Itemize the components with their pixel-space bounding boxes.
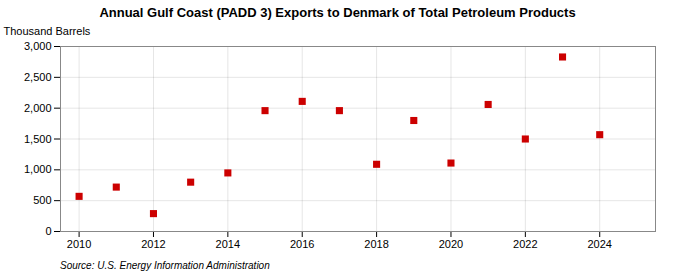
svg-text:Thousand Barrels: Thousand Barrels — [4, 25, 91, 37]
svg-text:2016: 2016 — [290, 238, 314, 250]
svg-text:2012: 2012 — [141, 238, 165, 250]
svg-text:0: 0 — [45, 225, 51, 237]
svg-text:2018: 2018 — [364, 238, 388, 250]
svg-text:2010: 2010 — [67, 238, 91, 250]
svg-text:500: 500 — [33, 194, 51, 206]
svg-text:2014: 2014 — [216, 238, 240, 250]
svg-text:1,500: 1,500 — [24, 133, 52, 145]
svg-text:2020: 2020 — [439, 238, 463, 250]
svg-text:2,500: 2,500 — [24, 71, 52, 83]
html-text:Source: U.S. Energy Informatio: Source: U.S. Energy Information Administ… — [60, 260, 270, 271]
svg-text:2024: 2024 — [587, 238, 611, 250]
html-text:Annual Gulf Coast (PADD 3) Exp: Annual Gulf Coast (PADD 3) Exports to De… — [99, 5, 576, 20]
svg-text:3,000: 3,000 — [24, 40, 52, 52]
svg-text:1,000: 1,000 — [24, 163, 52, 175]
svg-text:2,000: 2,000 — [24, 102, 52, 114]
svg-text:2022: 2022 — [513, 238, 537, 250]
